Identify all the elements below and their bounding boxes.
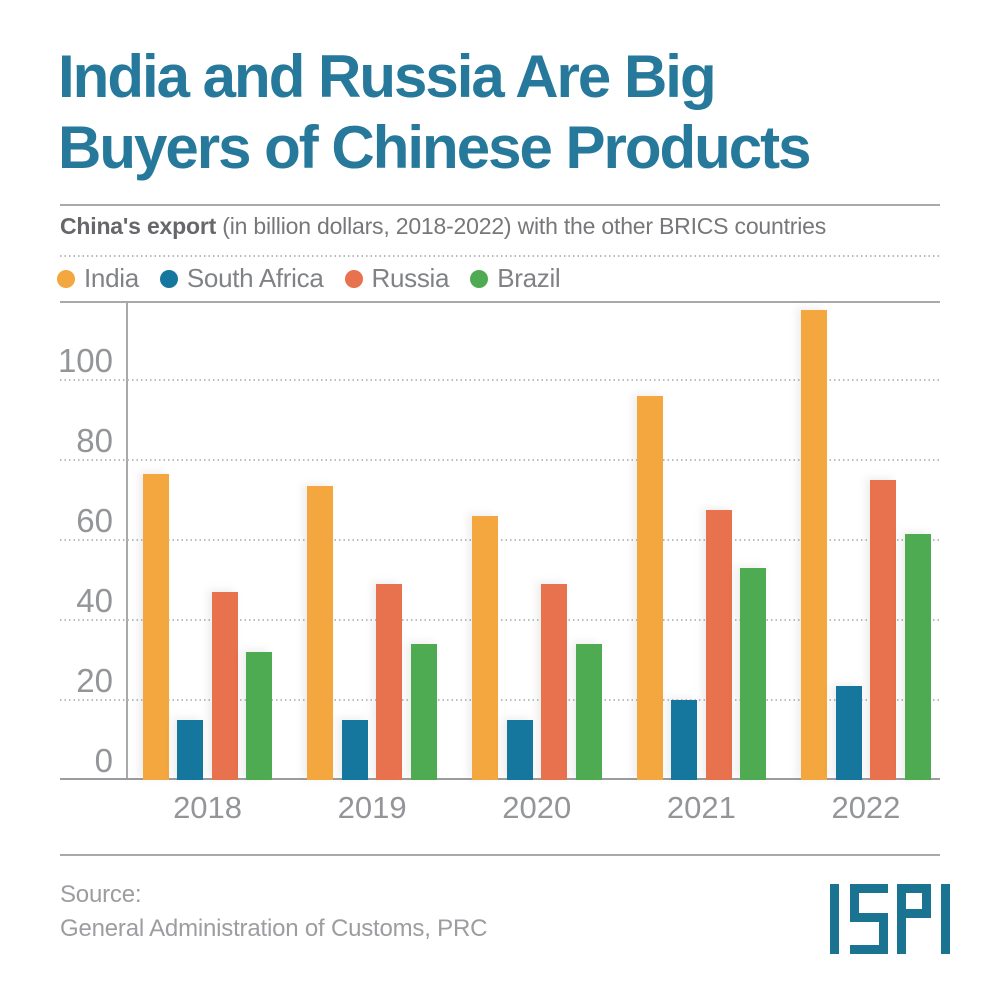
gridline-40: [60, 619, 940, 621]
title-divider: [60, 204, 940, 206]
subtitle-rest: (in billion dollars, 2018-2022) with the…: [216, 213, 827, 239]
subtitle-bold: China's export: [60, 213, 217, 239]
gridline-80: [60, 459, 940, 461]
bar-2018-south-africa: [177, 720, 204, 780]
page-title: India and Russia Are Big Buyers of Chine…: [58, 41, 812, 183]
y-axis-line: [126, 302, 128, 780]
gridline-20: [60, 699, 940, 701]
ispi-logo-glyphs: [830, 884, 950, 954]
bar-2018-russia: [211, 592, 238, 780]
x-axis-label-2020: 2020: [502, 790, 572, 825]
bar-2022-south-africa: [835, 686, 862, 780]
subtitle-divider: [60, 255, 940, 257]
legend-dot-brazil: [470, 269, 489, 288]
legend-label: India: [84, 263, 139, 293]
x-axis-label-2019: 2019: [337, 790, 407, 825]
footer-divider: [60, 854, 940, 856]
gridline-100: [60, 379, 940, 381]
bar-2022-brazil: [904, 534, 931, 780]
legend-item-brazil: Brazil: [470, 263, 561, 294]
logo-letter-s: [850, 884, 888, 954]
legend-label: Russia: [371, 263, 450, 293]
x-axis-line: [60, 778, 940, 780]
title-line-2: Buyers of Chinese Products: [58, 114, 812, 181]
y-axis-label-100: 100: [57, 342, 113, 379]
source-note: Source: General Administration of Custom…: [60, 878, 487, 946]
y-axis-label-20: 20: [76, 662, 113, 699]
y-axis-label-60: 60: [76, 502, 113, 539]
bar-2018-brazil: [246, 652, 273, 780]
x-axis-label-2018: 2018: [173, 790, 243, 825]
y-axis-label-80: 80: [76, 422, 113, 459]
bar-2019-south-africa: [341, 720, 368, 780]
title-line-1: India and Russia Are Big: [58, 43, 717, 110]
chart-subtitle: China's export (in billion dollars, 2018…: [60, 213, 826, 240]
bar-2020-russia: [541, 584, 567, 780]
bar-2020-brazil: [575, 644, 602, 780]
legend-item-india: India: [57, 263, 139, 294]
x-axis-label-2021: 2021: [666, 790, 736, 825]
legend-label: South Africa: [186, 263, 324, 293]
bar-2021-russia: [705, 510, 732, 780]
bar-2022-india: [801, 310, 828, 780]
ispi-logo: [830, 884, 950, 959]
bar-2020-south-africa: [506, 720, 533, 780]
bar-2022-russia: [870, 480, 897, 780]
bar-2019-india: [307, 486, 334, 780]
bar-2021-brazil: [740, 568, 767, 780]
y-axis-label-0: 0: [94, 742, 113, 779]
x-axis-label-2022: 2022: [831, 790, 901, 825]
bar-2019-brazil: [410, 644, 437, 780]
logo-letter-p-bowl: [906, 884, 931, 918]
legend-item-russia: Russia: [344, 263, 450, 294]
source-name: General Administration of Customs, PRC: [60, 915, 488, 942]
legend-dot-india: [57, 269, 75, 288]
plot-top-border: [60, 301, 940, 303]
legend-label: Brazil: [497, 263, 561, 293]
chart-legend: India South Africa Russia Brazil: [57, 263, 561, 294]
legend-item-south-africa: South Africa: [159, 263, 324, 294]
y-axis-label-40: 40: [76, 582, 113, 619]
bar-2019-russia: [376, 584, 403, 780]
bar-2021-india: [636, 396, 663, 780]
bar-2021-south-africa: [671, 700, 698, 780]
gridline-60: [60, 539, 940, 541]
legend-dot-south-africa: [159, 269, 178, 288]
legend-dot-russia: [344, 269, 363, 288]
source-label: Source:: [60, 881, 142, 908]
bar-2020-india: [472, 516, 498, 780]
bar-2018-india: [142, 474, 169, 780]
